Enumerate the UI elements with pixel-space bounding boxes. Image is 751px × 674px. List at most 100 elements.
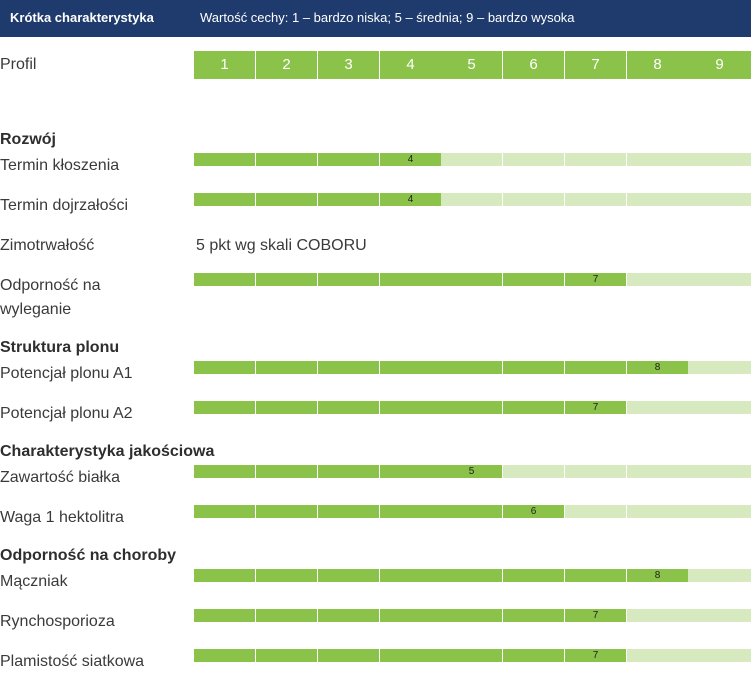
bar-segment-empty xyxy=(565,193,626,206)
trait-label: Zimotrwałość xyxy=(0,237,95,254)
bar-segment-filled xyxy=(256,649,317,662)
trait-label: Zawartość białka xyxy=(0,469,121,486)
bar-segment-filled xyxy=(194,569,255,582)
bar-segment-filled xyxy=(318,609,379,622)
bar-segment-filled xyxy=(318,465,379,478)
bar-segment-filled xyxy=(194,465,255,478)
bar-value-label: 8 xyxy=(654,570,661,581)
bar-segment-filled xyxy=(318,569,379,582)
header-bar: Krótka charakterystyka Wartość cechy: 1 … xyxy=(0,0,751,37)
bar-segment-empty xyxy=(627,193,688,206)
bar-value-label: 8 xyxy=(654,362,661,373)
bar-segment-filled xyxy=(441,273,502,286)
bar-segment-filled xyxy=(565,401,626,414)
bar-segment-empty xyxy=(565,153,626,166)
bar-segment-filled xyxy=(565,361,626,374)
bar-segment-empty xyxy=(688,193,751,206)
bar-segment-filled xyxy=(318,505,379,518)
bar-segment-filled xyxy=(256,193,317,206)
bar-segment-filled xyxy=(380,609,441,622)
trait-label: Rynchosporioza xyxy=(0,613,115,630)
bar-segment-filled xyxy=(627,361,688,374)
bar-segment-empty xyxy=(627,609,688,622)
bar-segment-empty xyxy=(688,153,751,166)
bar-segment-filled xyxy=(503,609,564,622)
bar-segment-filled xyxy=(503,401,564,414)
bar-segment-empty xyxy=(688,505,751,518)
bar-value-label: 7 xyxy=(592,610,599,621)
bar-segment-empty xyxy=(503,193,564,206)
bar-segment-empty xyxy=(688,609,751,622)
bar-segment-filled xyxy=(256,505,317,518)
bar-segment-filled xyxy=(565,569,626,582)
bar-segment-filled xyxy=(194,505,255,518)
bar-segment-empty xyxy=(627,273,688,286)
bar-value-label: 7 xyxy=(592,274,599,285)
profile-cell-5: 5 xyxy=(441,51,502,79)
bar-segment-filled xyxy=(441,609,502,622)
bar-segment-empty xyxy=(688,649,751,662)
bar-segment-filled xyxy=(380,273,441,286)
trait-label: Termin dojrzałości xyxy=(0,197,129,214)
profile-cell-7: 7 xyxy=(565,51,626,79)
section-title: Charakterystyka jakościowa xyxy=(0,443,215,460)
bar-segment-filled xyxy=(256,273,317,286)
bar-value-label: 4 xyxy=(407,154,414,165)
bar-segment-filled xyxy=(318,401,379,414)
bar-segment-empty xyxy=(627,465,688,478)
section-title: Struktura plonu xyxy=(0,339,120,356)
bar-segment-filled xyxy=(627,569,688,582)
bar-segment-filled xyxy=(194,153,255,166)
section-title: Rozwój xyxy=(0,131,56,148)
bar-segment-filled xyxy=(318,273,379,286)
bar-value-label: 7 xyxy=(592,650,599,661)
bar-segment-empty xyxy=(441,193,502,206)
bar-segment-empty xyxy=(627,401,688,414)
section-title: Odporność na choroby xyxy=(0,547,177,564)
bar-segment-empty xyxy=(627,153,688,166)
bar-segment-filled xyxy=(503,361,564,374)
bar-segment-filled xyxy=(194,273,255,286)
bar-segment-filled xyxy=(380,193,441,206)
bar-segment-filled xyxy=(194,609,255,622)
bar-segment-empty xyxy=(688,569,751,582)
bar-segment-filled xyxy=(503,569,564,582)
bar-segment-filled xyxy=(441,505,502,518)
bar-segment-empty xyxy=(688,273,751,286)
bar-segment-filled xyxy=(380,569,441,582)
bar-segment-filled xyxy=(565,609,626,622)
bar-segment-filled xyxy=(380,465,441,478)
bar-value-label: 7 xyxy=(592,402,599,413)
bar-segment-empty xyxy=(565,465,626,478)
bar-segment-empty xyxy=(503,153,564,166)
bar-segment-empty xyxy=(627,505,688,518)
bar-segment-filled xyxy=(441,649,502,662)
bar-segment-filled xyxy=(441,465,502,478)
profile-cell-8: 8 xyxy=(627,51,688,79)
profile-cell-9: 9 xyxy=(688,51,751,79)
trait-label: Mączniak xyxy=(0,573,68,590)
trait-label: Plamistość siatkowa xyxy=(0,653,145,670)
trait-note: 5 pkt wg skali COBORU xyxy=(196,237,367,254)
bar-segment-filled xyxy=(503,505,564,518)
trait-label: Termin kłoszenia xyxy=(0,157,120,174)
bar-segment-filled xyxy=(380,649,441,662)
bar-segment-filled xyxy=(256,609,317,622)
bar-segment-empty xyxy=(565,505,626,518)
profile-label: Profil xyxy=(0,56,37,73)
bar-segment-empty xyxy=(627,649,688,662)
bar-segment-filled xyxy=(318,649,379,662)
bar-segment-filled xyxy=(380,361,441,374)
bar-segment-filled xyxy=(441,401,502,414)
scale-note: Wartość cechy: 1 – bardzo niska; 5 – śre… xyxy=(200,10,575,25)
bar-segment-filled xyxy=(194,193,255,206)
bar-segment-empty xyxy=(503,465,564,478)
bar-segment-filled xyxy=(565,649,626,662)
bar-segment-filled xyxy=(194,649,255,662)
bar-segment-empty xyxy=(688,361,751,374)
bar-segment-filled xyxy=(256,569,317,582)
bar-segment-filled xyxy=(256,401,317,414)
bar-segment-filled xyxy=(318,193,379,206)
trait-label: Odporność na wyleganie xyxy=(0,277,101,318)
profile-cell-4: 4 xyxy=(380,51,441,79)
